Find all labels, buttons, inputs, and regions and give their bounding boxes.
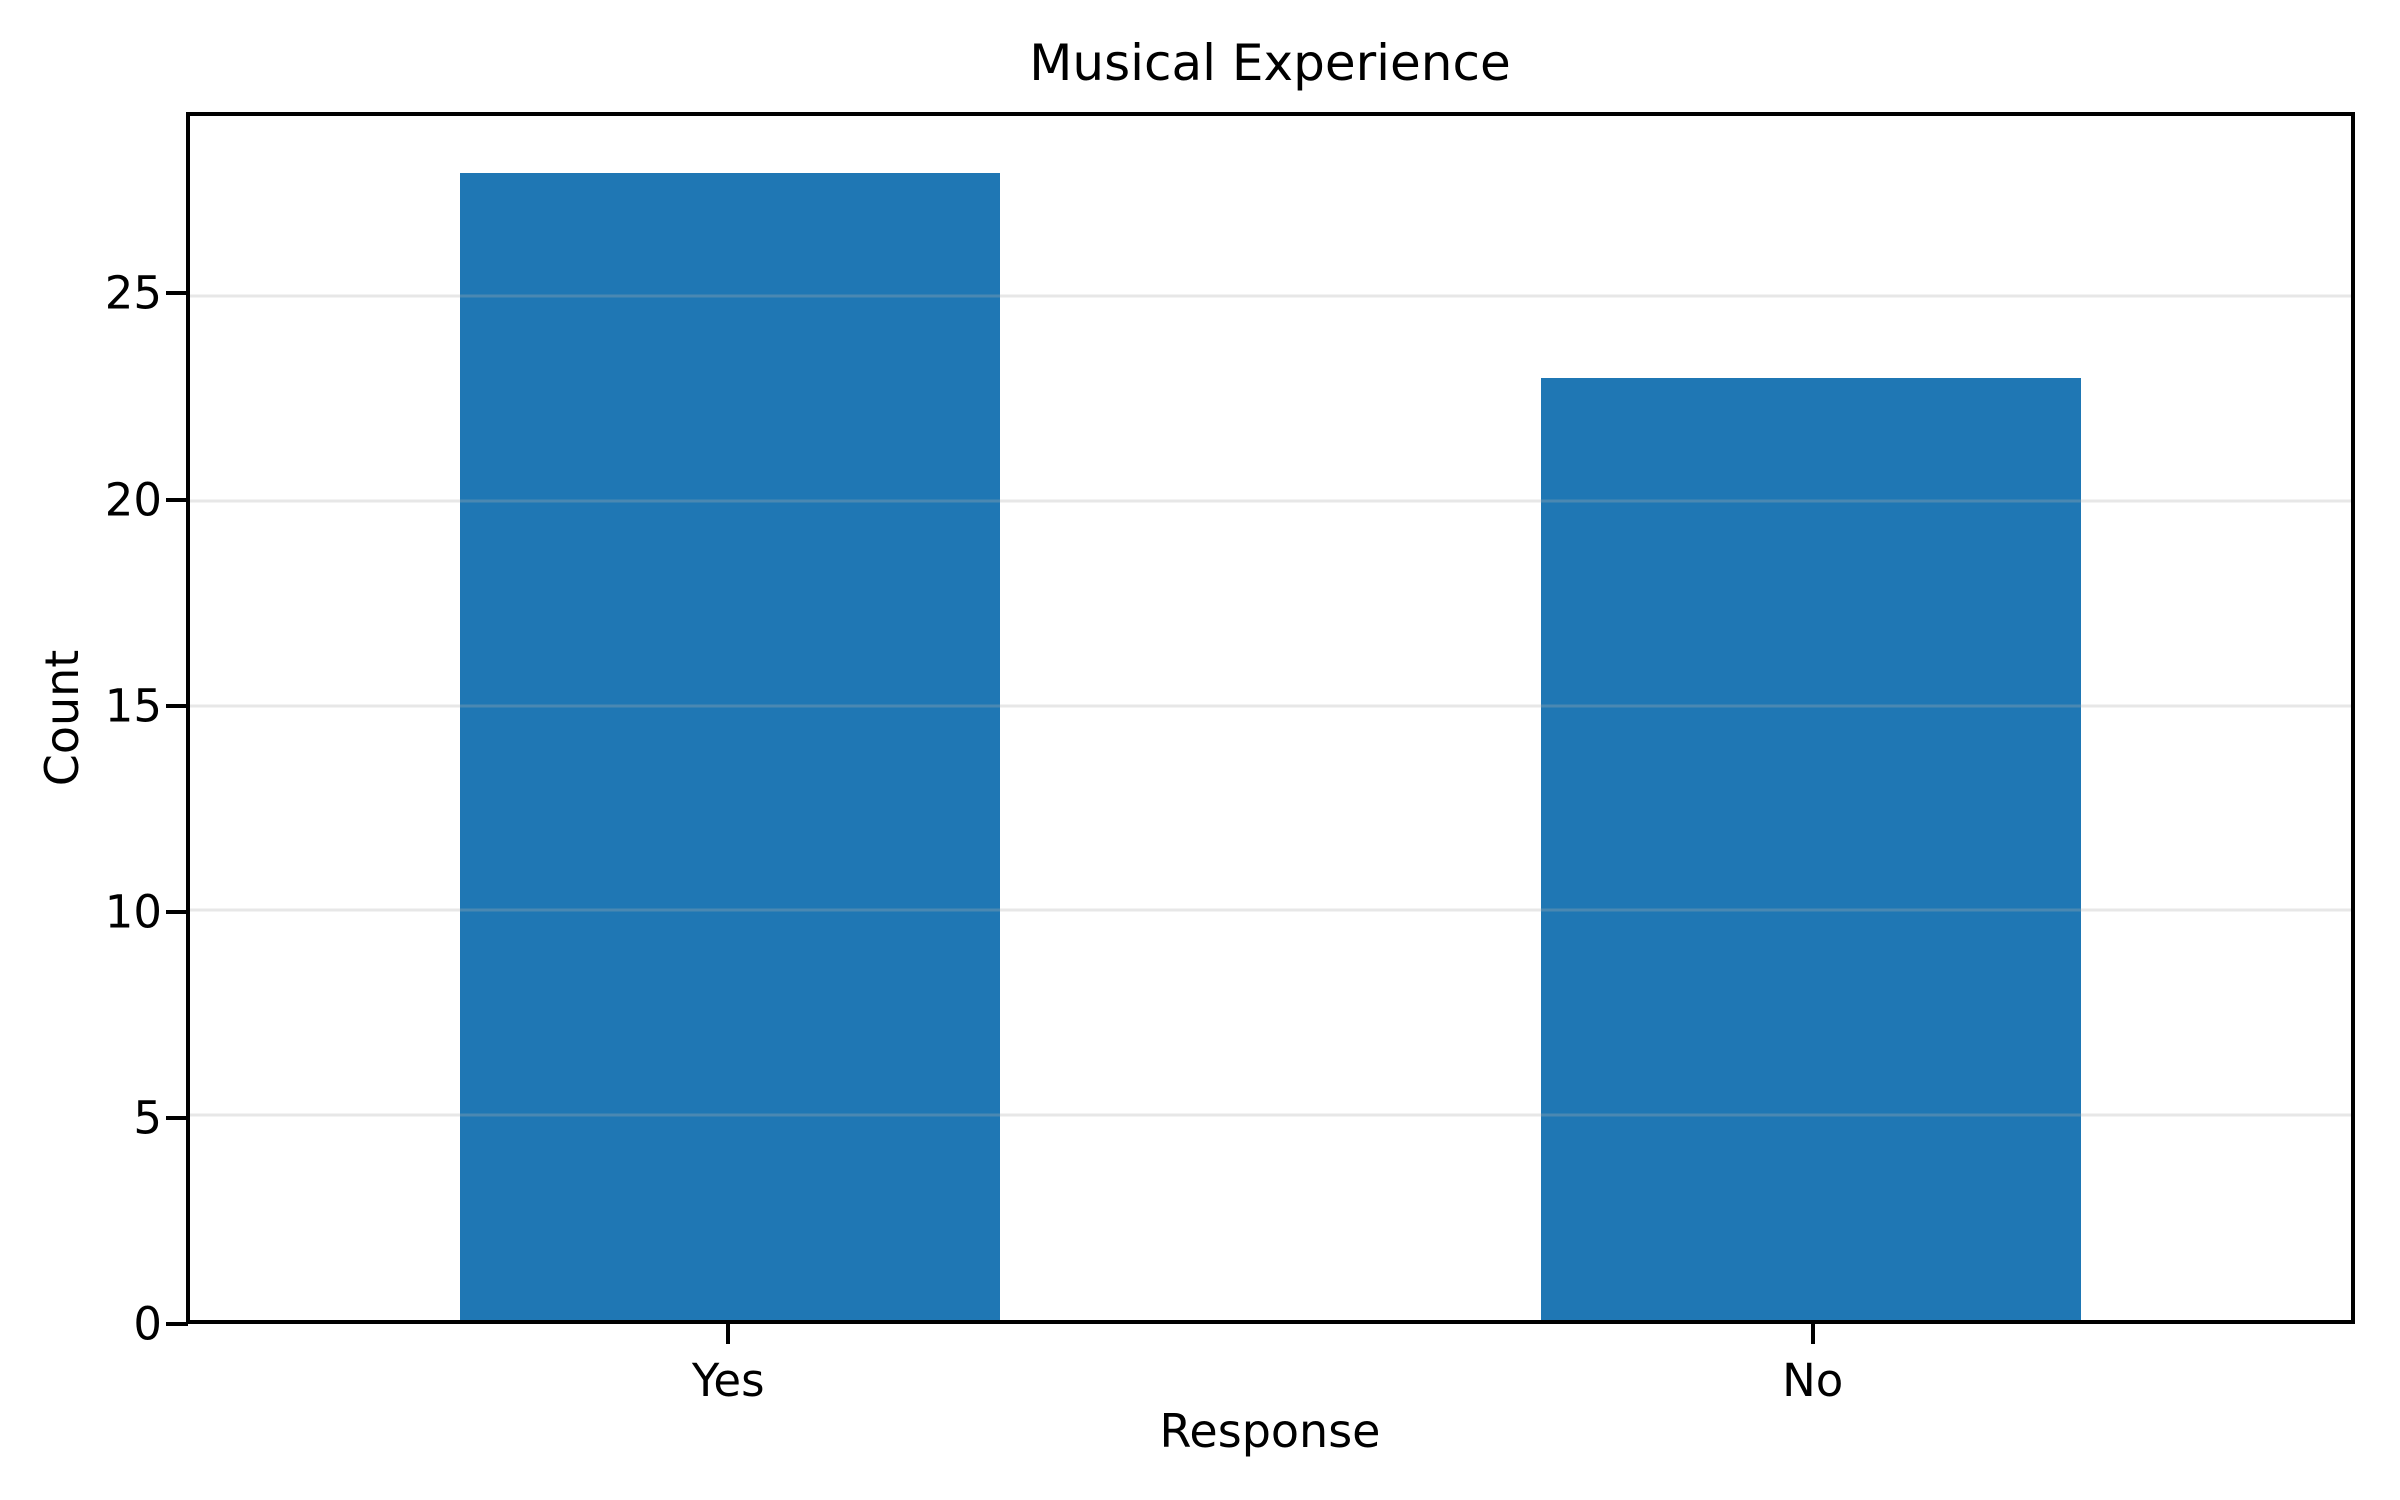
- y-tick-label-0: 0: [133, 1297, 162, 1351]
- x-tick-mark-yes: [726, 1324, 731, 1344]
- y-tick-mark-15: [166, 703, 188, 708]
- bar-yes: [460, 173, 1001, 1320]
- x-tick-label-yes: Yes: [691, 1354, 765, 1407]
- x-tick-mark-no: [1810, 1324, 1815, 1344]
- y-tick-mark-25: [166, 291, 188, 296]
- x-axis-label: Response: [1159, 1404, 1381, 1458]
- y-tick-mark-5: [166, 1115, 188, 1120]
- bars-layer: [190, 116, 2351, 1320]
- y-tick-label-5: 5: [133, 1091, 162, 1145]
- y-tick-label-10: 10: [104, 885, 162, 939]
- y-tick-mark-20: [166, 497, 188, 502]
- chart-title: Musical Experience: [1029, 34, 1511, 92]
- x-tick-label-no: No: [1782, 1354, 1844, 1407]
- y-tick-mark-0: [166, 1322, 188, 1326]
- y-tick-label-25: 25: [104, 266, 162, 320]
- bar-no: [1540, 378, 2081, 1320]
- y-tick-mark-10: [166, 909, 188, 914]
- y-tick-label-15: 15: [104, 679, 162, 733]
- y-tick-label-20: 20: [104, 473, 162, 526]
- plot-area: [186, 112, 2355, 1324]
